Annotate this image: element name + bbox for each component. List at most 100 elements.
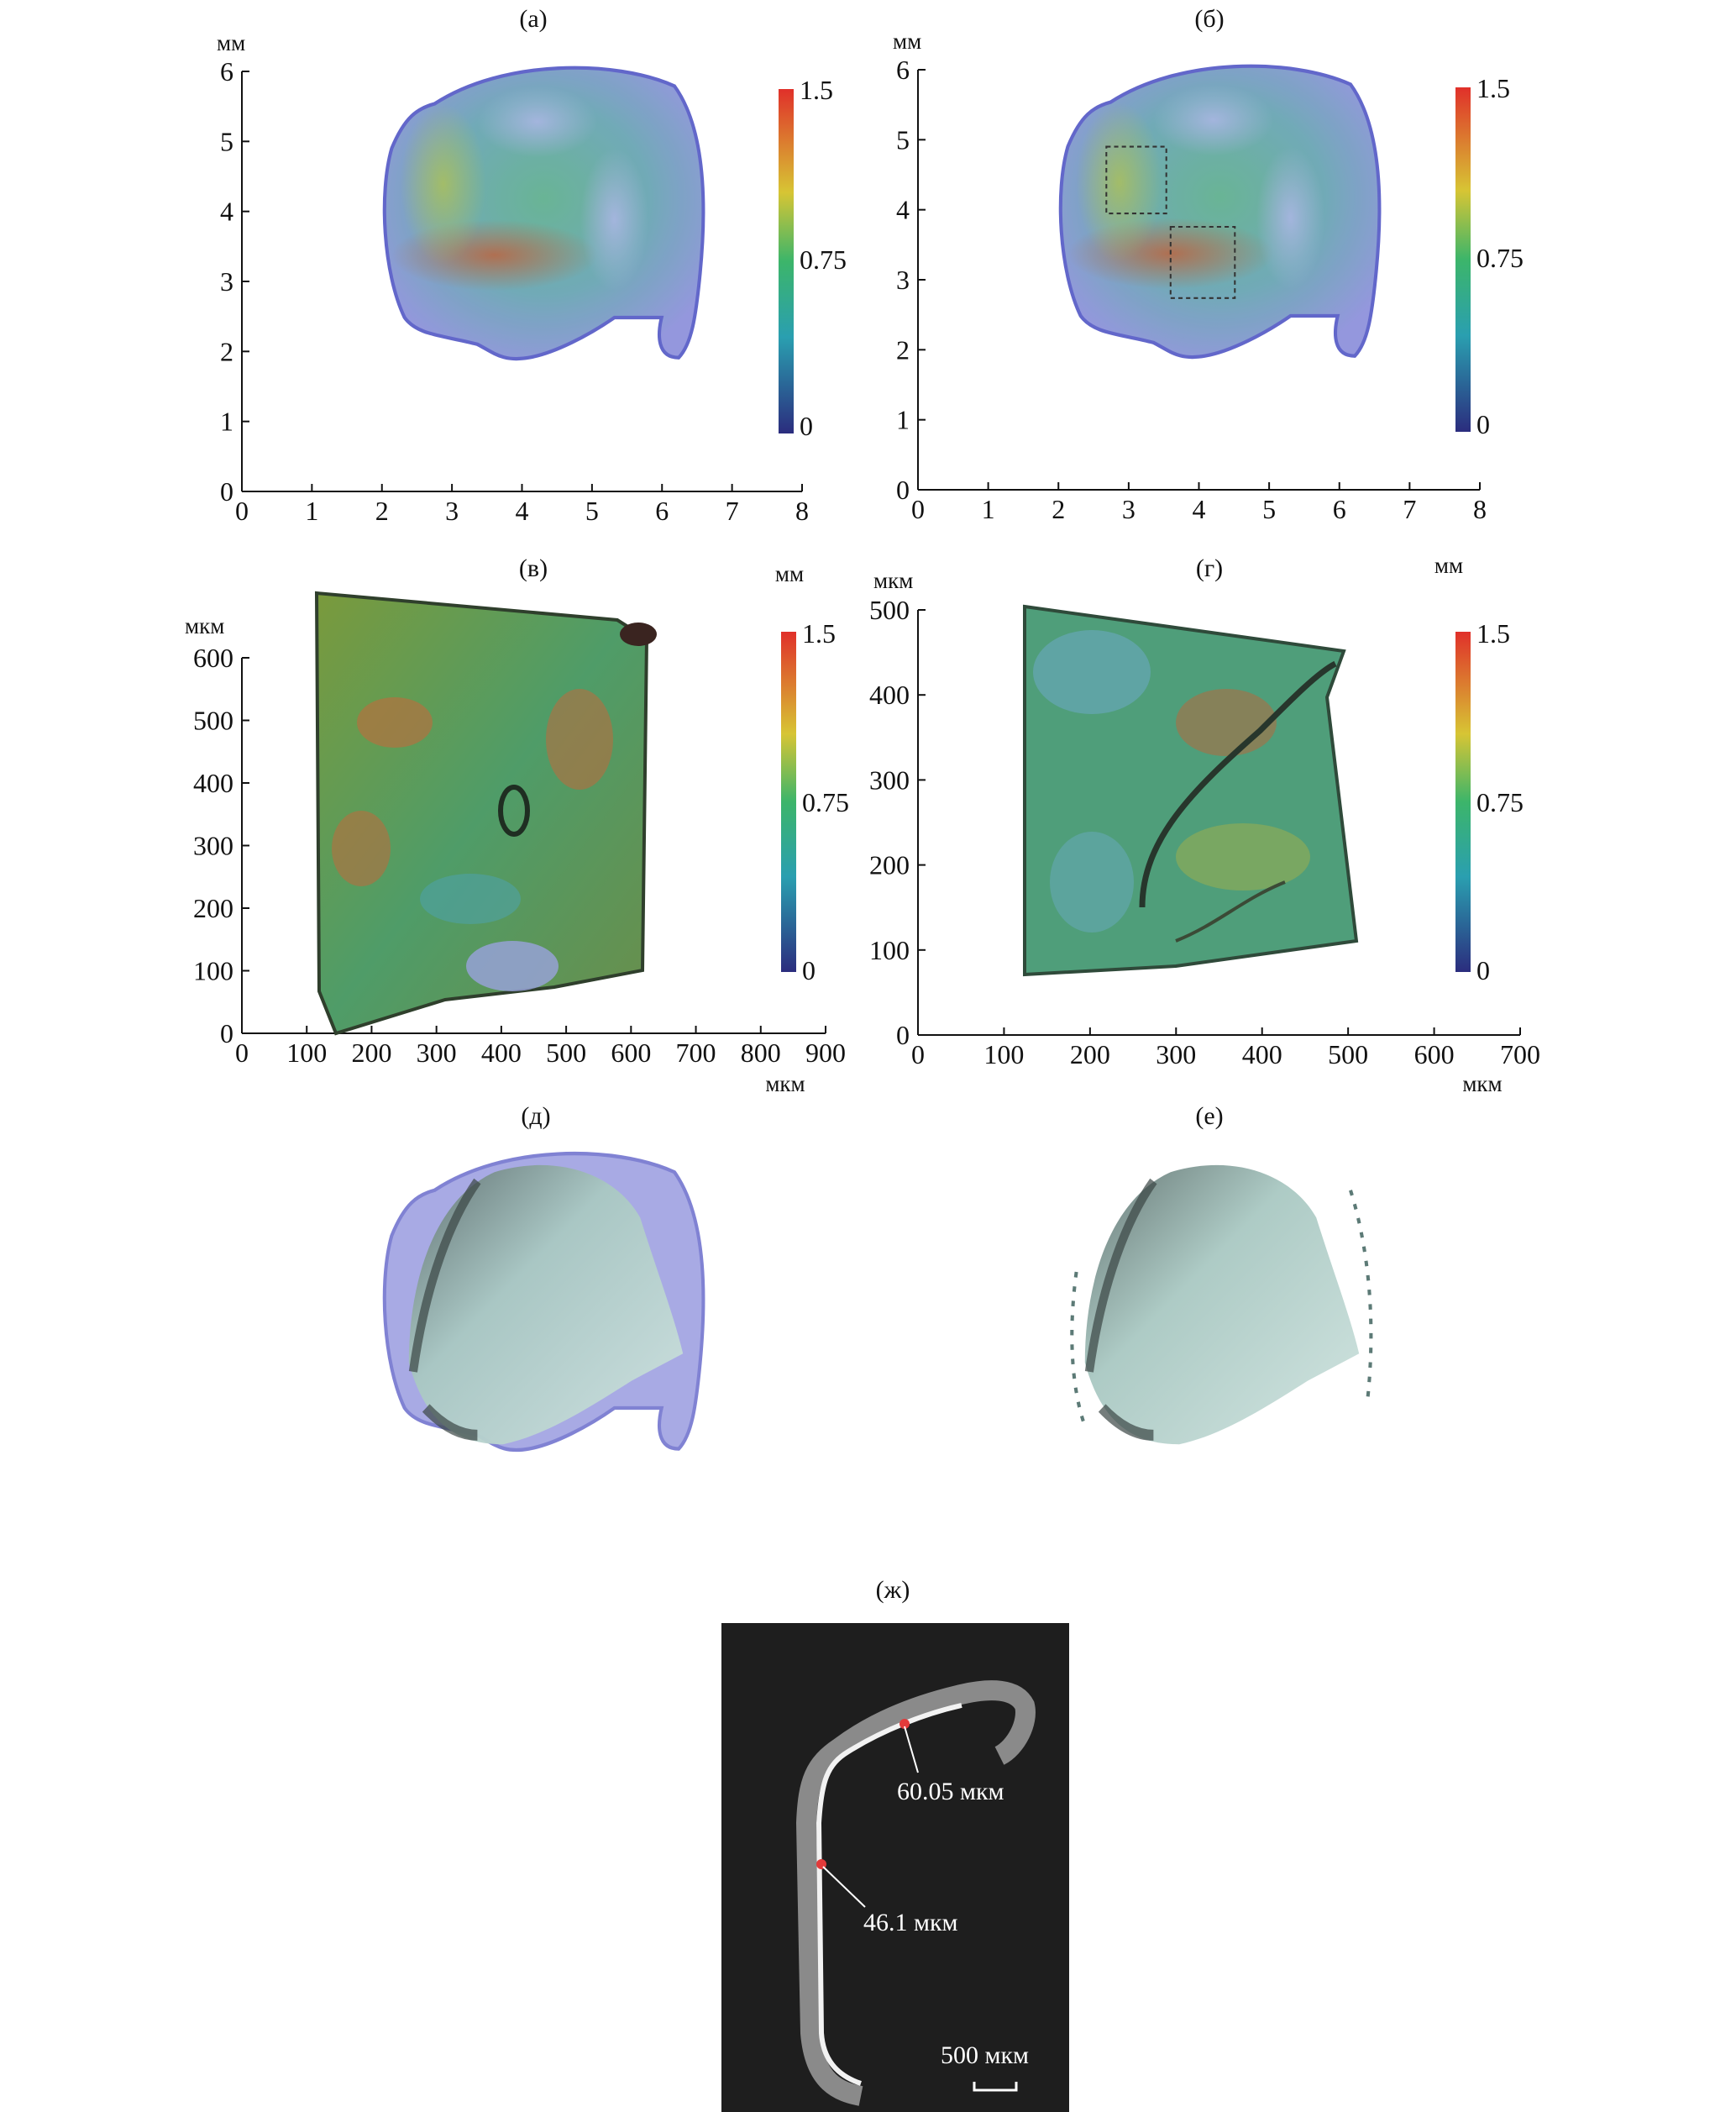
b-y-tick-label: 2 xyxy=(896,334,910,365)
panel-g-cb-min: 0 xyxy=(1476,955,1490,985)
panel-g-unit-colorbar: мм xyxy=(1434,553,1463,578)
b-y-tick-label: 4 xyxy=(896,195,910,225)
measure-label-2: 46.1 мкм xyxy=(863,1909,958,1936)
v-x-tick-label: 200 xyxy=(351,1038,391,1068)
measure-point-1 xyxy=(899,1719,910,1729)
g-y-tick-label: 500 xyxy=(869,595,910,625)
v-x-tick-label: 600 xyxy=(611,1038,651,1068)
g-x-tick-label: 700 xyxy=(1500,1039,1540,1069)
panel-v-cb-mid: 0.75 xyxy=(802,787,849,817)
panel-g-cb-max: 1.5 xyxy=(1476,618,1510,649)
a-x-tick-label: 2 xyxy=(375,496,389,526)
panel-a-cb-min: 0 xyxy=(800,411,813,441)
v-x-tick-label: 700 xyxy=(676,1038,716,1068)
v-x-tick-label: 0 xyxy=(235,1038,249,1068)
a-y-tick-label: 2 xyxy=(220,336,233,366)
panel-g-label: (г) xyxy=(1196,554,1223,582)
panel-g: (г) мкм мм мкм 0 100 200 300 400 500 600 700 0 10… xyxy=(869,553,1540,1096)
scalebar-label: 500 мкм xyxy=(941,2041,1029,2069)
b-y-tick-label: 6 xyxy=(896,55,910,85)
panel-b: (б) мм 0 1 2 3 4 5 6 7 8 0 1 2 3 4 5 6 1.5 0.75 0 xyxy=(893,5,1524,524)
b-y-tick-label: 0 xyxy=(896,475,910,505)
b-x-tick-label: 4 xyxy=(1193,494,1206,524)
panel-a-colorbar: 1.5 0.75 0 xyxy=(779,75,847,441)
panel-b-axes: 0 1 2 3 4 5 6 7 8 0 1 2 3 4 5 6 xyxy=(896,55,1487,524)
v-y-tick-label: 100 xyxy=(193,956,233,986)
panel-b-colorbar: 1.5 0.75 0 xyxy=(1455,73,1524,439)
v-y-tick-label: 400 xyxy=(193,768,233,798)
g-y-tick-label: 100 xyxy=(869,935,910,965)
panel-g-volume-render xyxy=(1023,604,1359,977)
panel-v-colorbar: 1.5 0.75 0 xyxy=(781,618,849,985)
a-y-tick-label: 0 xyxy=(220,476,233,507)
v-y-tick-label: 600 xyxy=(193,643,233,673)
a-y-tick-label: 3 xyxy=(220,266,233,297)
b-x-tick-label: 5 xyxy=(1262,494,1276,524)
panel-v-unit-colorbar: мм xyxy=(775,561,804,586)
panel-b-unit-y: мм xyxy=(893,29,921,54)
panel-e-surface-render xyxy=(1070,1164,1373,1445)
a-x-tick-label: 0 xyxy=(235,496,249,526)
panel-d: (д) xyxy=(385,1102,704,1450)
panel-d-label: (д) xyxy=(521,1102,550,1130)
v-x-tick-label: 900 xyxy=(805,1038,846,1068)
g-y-tick-label: 200 xyxy=(869,850,910,880)
g-x-tick-label: 600 xyxy=(1414,1039,1455,1069)
a-x-tick-label: 5 xyxy=(585,496,599,526)
panel-v-volume-render xyxy=(314,591,657,1036)
b-x-tick-label: 3 xyxy=(1122,494,1135,524)
panel-g-axes: 0 100 200 300 400 500 600 700 0 100 200 300 400 500 xyxy=(869,595,1540,1069)
g-x-tick-label: 0 xyxy=(911,1039,925,1069)
panel-g-unit-x: мкм xyxy=(1462,1071,1502,1096)
v-x-tick-label: 500 xyxy=(546,1038,586,1068)
a-y-tick-label: 5 xyxy=(220,126,233,156)
v-x-tick-label: 100 xyxy=(286,1038,327,1068)
a-x-tick-label: 6 xyxy=(655,496,669,526)
measure-label-1: 60.05 мкм xyxy=(897,1778,1004,1805)
panel-a-axes: 0 1 2 3 4 5 6 7 8 0 1 2 3 4 5 6 xyxy=(220,56,809,526)
g-x-tick-label: 100 xyxy=(983,1039,1024,1069)
b-x-tick-label: 0 xyxy=(911,494,925,524)
b-y-tick-label: 5 xyxy=(896,124,910,155)
g-y-tick-label: 0 xyxy=(896,1020,910,1050)
v-y-tick-label: 200 xyxy=(193,893,233,923)
panel-v-axes: 0 100 200 300 400 500 600 700 800 900 0 100 200 300 40… xyxy=(193,643,846,1068)
panel-b-cb-mid: 0.75 xyxy=(1476,243,1524,273)
roi-box-2 xyxy=(1169,225,1236,299)
panel-e: (е) xyxy=(1070,1102,1373,1445)
b-y-tick-label: 3 xyxy=(896,265,910,295)
panel-d-surface-render xyxy=(385,1153,704,1450)
g-x-tick-label: 200 xyxy=(1070,1039,1110,1069)
g-y-tick-label: 400 xyxy=(869,680,910,710)
v-x-tick-label: 300 xyxy=(417,1038,457,1068)
panel-g-cb-mid: 0.75 xyxy=(1476,787,1524,817)
g-x-tick-label: 500 xyxy=(1328,1039,1368,1069)
panel-a-volume-render xyxy=(385,68,704,359)
g-x-tick-label: 400 xyxy=(1242,1039,1282,1069)
panel-v: (в) мкм мм мкм 0 100 200 300 400 500 600 700 800… xyxy=(185,554,849,1096)
b-x-tick-label: 6 xyxy=(1333,494,1346,524)
a-x-tick-label: 3 xyxy=(445,496,459,526)
a-y-tick-label: 1 xyxy=(220,407,233,437)
v-y-tick-label: 500 xyxy=(193,706,233,736)
panel-a-cb-max: 1.5 xyxy=(800,75,833,105)
panel-g-unit-y: мкм xyxy=(873,568,913,593)
panel-zh-label: (ж) xyxy=(876,1576,910,1604)
panel-a-cb-mid: 0.75 xyxy=(800,244,847,275)
panel-a: (а) мм 0 1 2 3 4 5 6 7 8 0 1 2 3 4 5 6 1.5 0.75 0 xyxy=(217,5,847,526)
panel-b-cb-min: 0 xyxy=(1476,409,1490,439)
panel-v-cb-min: 0 xyxy=(802,955,816,985)
b-x-tick-label: 8 xyxy=(1473,494,1487,524)
a-y-tick-label: 6 xyxy=(220,56,233,87)
b-x-tick-label: 2 xyxy=(1052,494,1065,524)
panel-v-label: (в) xyxy=(519,554,548,582)
g-x-tick-label: 300 xyxy=(1156,1039,1196,1069)
b-x-tick-label: 7 xyxy=(1403,494,1416,524)
roi-box-1 xyxy=(1105,145,1167,215)
panel-v-unit-y: мкм xyxy=(185,613,224,638)
g-y-tick-label: 300 xyxy=(869,764,910,795)
v-y-tick-label: 300 xyxy=(193,831,233,861)
b-y-tick-label: 1 xyxy=(896,405,910,435)
a-x-tick-label: 7 xyxy=(726,496,739,526)
